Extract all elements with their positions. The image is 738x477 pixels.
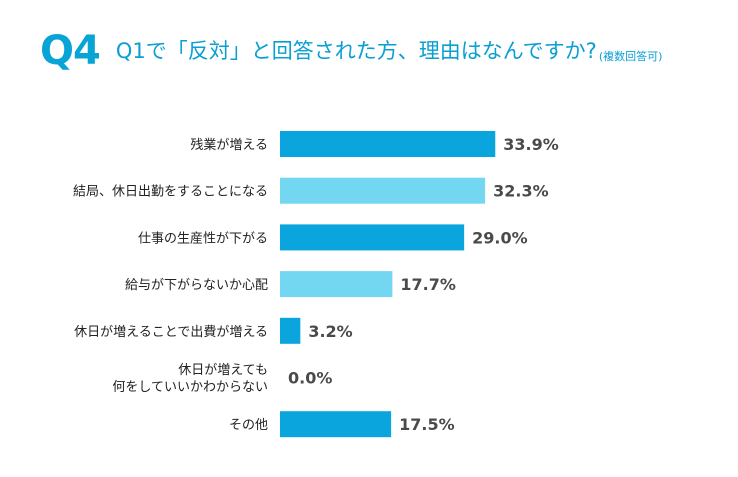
bar-7 — [280, 411, 392, 438]
category-label-5: 休日が増えることで出費が増える — [74, 325, 268, 340]
bar-1 — [280, 131, 496, 157]
category-label-3: 仕事の生産性が下がる — [138, 230, 268, 246]
category-label-2: 結局、休日出勤をすることになる — [73, 185, 268, 200]
category-label-1: 残業が増える — [190, 137, 268, 153]
question-text: Q1で「反対」と回答された方、理由はなんですか? — [115, 38, 597, 63]
category-label-6: 休日が増えても何をしていいかわからない — [112, 363, 268, 395]
value-label-6: 0.0% — [288, 369, 332, 388]
value-label-5: 3.2% — [308, 322, 352, 341]
bar-3 — [280, 224, 465, 251]
value-label-1: 33.9% — [503, 135, 559, 154]
category-label-4: 給与が下がらないか心配 — [125, 278, 268, 293]
bar-2 — [280, 177, 486, 204]
value-label-7: 17.5% — [399, 415, 455, 434]
value-label-4: 17.7% — [400, 275, 456, 294]
question-number: Q4 — [40, 28, 101, 74]
category-label-7: その他 — [229, 418, 268, 433]
value-label-3: 29.0% — [472, 228, 528, 247]
bar-4 — [280, 271, 393, 298]
bar-5 — [280, 317, 301, 344]
question-header: Q4 Q1で「反対」と回答された方、理由はなんですか? (複数回答可) — [40, 26, 662, 76]
question-note: (複数回答可) — [598, 50, 663, 63]
value-label-2: 32.3% — [493, 182, 549, 201]
